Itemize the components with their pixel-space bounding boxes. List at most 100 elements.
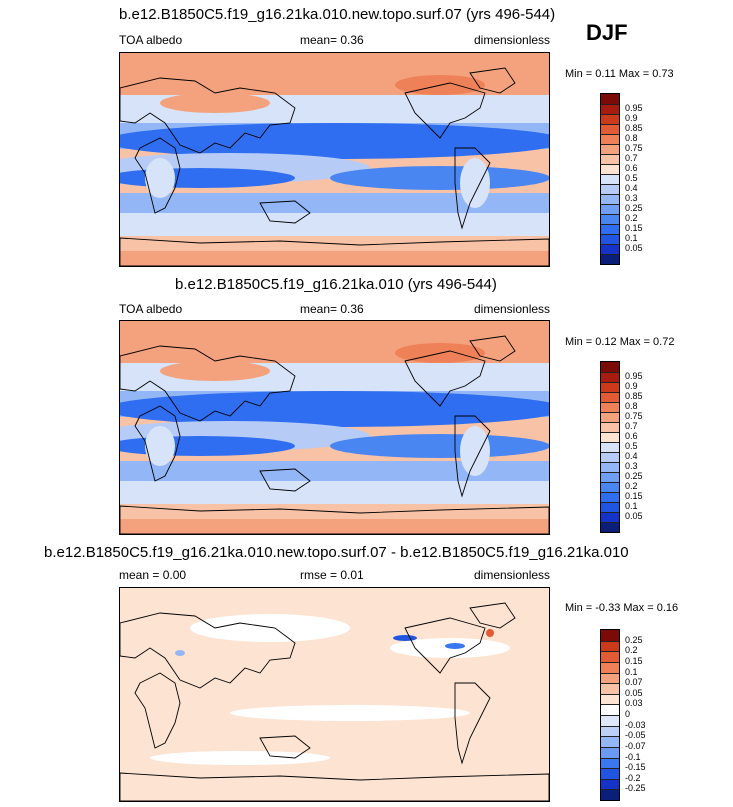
colorbar-tick-label: 0.6 — [625, 431, 638, 441]
coastlines — [120, 67, 549, 266]
panel-3-minmax: Min = -0.33 Max = 0.16 — [565, 602, 679, 614]
colorbar-tick-label: 0.15 — [625, 655, 643, 666]
colorbar-tick-label: 0.95 — [625, 103, 643, 113]
colorbar-cell — [601, 372, 619, 382]
colorbar-cell — [601, 704, 619, 715]
colorbar-cell — [601, 757, 619, 769]
colorbar-tick-label: 0.5 — [625, 173, 638, 183]
panel-3-map — [119, 587, 550, 802]
colorbar-cell — [601, 392, 619, 402]
colorbar-cell — [601, 789, 619, 800]
colorbar-tick-label: 0.8 — [625, 133, 638, 143]
colorbar-cell — [601, 452, 619, 462]
colorbar-tick-label: 0.7 — [625, 421, 638, 431]
panel-1-colorbar — [600, 93, 620, 265]
albedo-contour-map — [120, 53, 549, 266]
panel-3-colorbar — [600, 629, 620, 801]
colorbar-cell — [601, 362, 619, 372]
panel-3-title: b.e12.B1850C5.f19_g16.21ka.010.new.topo.… — [44, 544, 629, 561]
colorbar-cell — [601, 134, 619, 144]
colorbar-cell — [601, 746, 619, 758]
colorbar-tick-label: 0.25 — [625, 471, 643, 481]
colorbar-cell — [601, 651, 619, 662]
colorbar-tick-label: 0.15 — [625, 491, 643, 501]
panel-3-units-label: dimensionless — [474, 568, 551, 582]
colorbar-tick-label: 0.75 — [625, 411, 643, 421]
colorbar-tick-label: -0.25 — [625, 783, 646, 794]
colorbar-cell — [601, 522, 619, 532]
colorbar-cell — [601, 715, 619, 726]
colorbar-cell — [601, 462, 619, 472]
colorbar-tick-label: 0.3 — [625, 461, 638, 471]
panel-2-title: b.e12.B1850C5.f19_g16.21ka.010 (yrs 496-… — [175, 276, 497, 293]
colorbar-tick-label: 0.85 — [625, 391, 643, 401]
colorbar-cell — [601, 512, 619, 522]
colorbar-cell — [601, 683, 619, 694]
colorbar-cell — [601, 442, 619, 452]
colorbar-cell — [601, 725, 619, 737]
colorbar-cell — [601, 693, 619, 705]
colorbar-cell — [601, 94, 619, 104]
colorbar-tick-label: 0.4 — [625, 451, 638, 461]
colorbar-cell — [601, 672, 619, 684]
panel-3-mean-label: mean = 0.00 — [119, 568, 187, 582]
colorbar-cell — [601, 768, 619, 779]
coastlines — [120, 602, 549, 801]
colorbar-cell — [601, 412, 619, 422]
colorbar-cell — [601, 124, 619, 134]
colorbar-cell — [601, 144, 619, 154]
season-label: DJF — [586, 20, 628, 45]
colorbar-tick-label: 0.15 — [625, 223, 643, 233]
panel-3-rmse-label: rmse = 0.01 — [300, 568, 364, 582]
colorbar-cell — [601, 224, 619, 234]
colorbar-tick-label: 0.95 — [625, 371, 643, 381]
colorbar-tick-label: 0.4 — [625, 183, 638, 193]
colorbar-cell — [601, 382, 619, 392]
panel-2-variable-label: TOA albedo — [119, 302, 183, 316]
colorbar-cell — [601, 194, 619, 204]
colorbar-cell — [601, 502, 619, 512]
colorbar-cell — [601, 661, 619, 673]
panel-1-title: b.e12.B1850C5.f19_g16.21ka.010.new.topo.… — [119, 6, 556, 23]
albedo-contour-map — [120, 321, 549, 534]
colorbar-tick-label: 0.1 — [625, 501, 638, 511]
colorbar-cell — [601, 432, 619, 442]
colorbar-tick-label: -0.1 — [625, 751, 641, 762]
panel-2-colorbar — [600, 361, 620, 533]
colorbar-tick-label: 0.1 — [625, 666, 638, 677]
panel-1-units-label: dimensionless — [474, 33, 551, 47]
coastlines — [120, 335, 549, 534]
colorbar-tick-label: 0.2 — [625, 481, 638, 491]
colorbar-cell — [601, 184, 619, 194]
panel-1-variable-label: TOA albedo — [119, 33, 183, 47]
colorbar-tick-label: 0.05 — [625, 243, 643, 253]
colorbar-tick-label: 0.75 — [625, 143, 643, 153]
colorbar-tick-label: 0.07 — [625, 677, 643, 688]
colorbar-tick-label: 0.1 — [625, 233, 638, 243]
panel-2-map — [119, 320, 550, 535]
colorbar-tick-label: 0.9 — [625, 113, 638, 123]
colorbar-cell — [601, 492, 619, 502]
colorbar-cell — [601, 174, 619, 184]
colorbar-cell — [601, 736, 619, 747]
colorbar-cell — [601, 630, 619, 641]
colorbar-cell — [601, 164, 619, 174]
colorbar-cell — [601, 402, 619, 412]
panel-1-map — [119, 52, 550, 267]
colorbar-tick-label: -0.07 — [625, 740, 646, 751]
difference-contour-map — [120, 588, 549, 801]
colorbar-cell — [601, 422, 619, 432]
colorbar-tick-label: 0.03 — [625, 698, 643, 709]
colorbar-tick-label: 0.6 — [625, 163, 638, 173]
colorbar-cell — [601, 204, 619, 214]
colorbar-tick-label: 0.5 — [625, 441, 638, 451]
panel-2-minmax: Min = 0.12 Max = 0.72 — [565, 336, 675, 348]
colorbar-cell — [601, 104, 619, 114]
colorbar-tick-label: 0.25 — [625, 634, 643, 645]
colorbar-tick-label: -0.15 — [625, 762, 646, 773]
colorbar-tick-label: 0.2 — [625, 645, 638, 656]
colorbar-cell — [601, 214, 619, 224]
colorbar-tick-label: -0.2 — [625, 772, 641, 783]
colorbar-tick-label: -0.03 — [625, 719, 646, 730]
colorbar-tick-label: 0.05 — [625, 511, 643, 521]
